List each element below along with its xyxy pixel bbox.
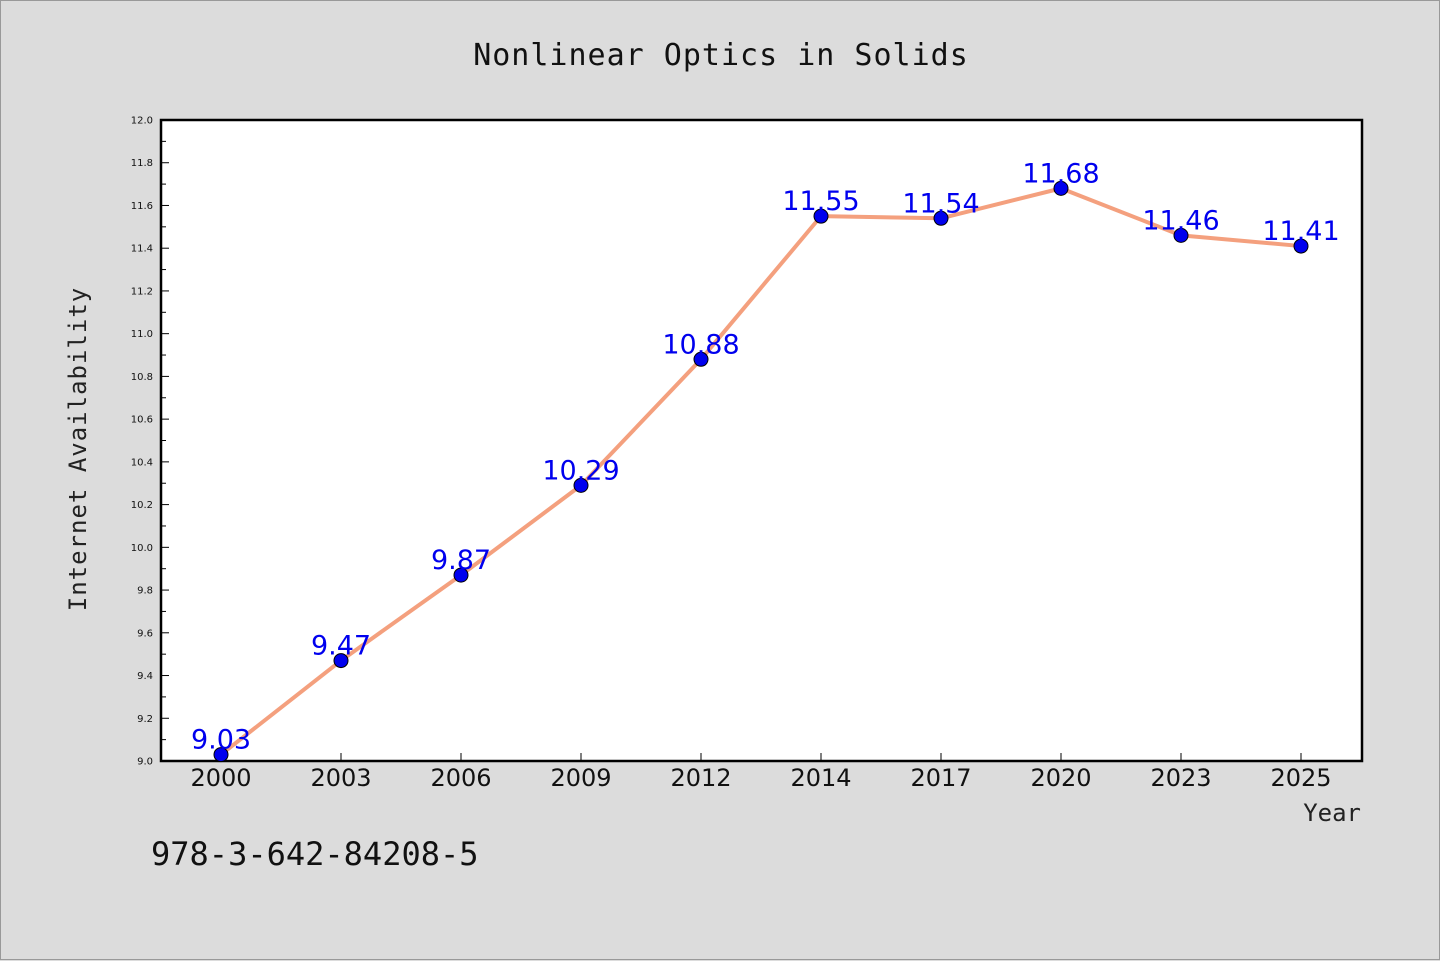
x-tick-label: 2003 [310, 764, 371, 792]
x-tick-label: 2014 [790, 764, 851, 792]
x-tick-label: 2009 [550, 764, 611, 792]
x-tick-label: 2012 [670, 764, 731, 792]
y-tick-label: 11.8 [131, 158, 153, 169]
data-label: 11.46 [1142, 205, 1219, 236]
series-line-group: 9.03 9.47 9.87 10.29 10.88 11.55 11.54 11.68 11.… [191, 158, 1340, 763]
y-tick-label: 9.8 [137, 586, 153, 597]
data-point-marker [933, 210, 949, 226]
y-tick-label: 11.0 [131, 329, 153, 340]
y-tick-label: 9.6 [137, 628, 153, 639]
data-point-marker [333, 653, 349, 669]
data-label: 9.47 [311, 631, 371, 662]
y-axis-label: Internet Availability [64, 287, 92, 611]
data-label: 9.87 [431, 545, 491, 576]
data-label: 10.88 [662, 329, 739, 360]
x-tick-label: 2000 [190, 764, 251, 792]
data-point-marker [573, 477, 589, 493]
isbn-label: 978-3-642-84208-5 [151, 835, 479, 873]
y-tick-label: 10.4 [131, 457, 153, 468]
data-label: 10.29 [542, 455, 619, 486]
data-point-marker [1173, 227, 1189, 243]
y-tick-label: 11.6 [131, 201, 153, 212]
x-tick-label: 2023 [1150, 764, 1211, 792]
data-point-marker [1053, 180, 1069, 196]
x-axis: 2000 2003 2006 2009 2012 2014 2017 2020 2023 2025 [190, 753, 1332, 792]
y-tick-label: 9.2 [137, 714, 153, 725]
data-label: 11.54 [902, 188, 979, 219]
series-line [219, 186, 1302, 757]
data-point-marker [693, 351, 709, 367]
x-tick-label: 2017 [910, 764, 971, 792]
x-tick-label: 2025 [1270, 764, 1331, 792]
y-tick-label: 10.2 [131, 500, 153, 511]
x-axis-label: Year [1303, 799, 1361, 827]
y-tick-label: 11.4 [131, 244, 153, 255]
data-label: 9.03 [191, 725, 251, 756]
y-tick-label: 10.8 [131, 372, 153, 383]
y-tick-label: 9.0 [137, 757, 153, 768]
y-tick-label: 12.0 [131, 116, 153, 127]
data-label: 11.68 [1022, 158, 1099, 189]
y-tick-label: 10.0 [131, 543, 153, 554]
data-label: 11.41 [1262, 216, 1339, 247]
y-tick-label: 9.4 [137, 671, 153, 682]
x-tick-label: 2006 [430, 764, 491, 792]
y-axis: 9.0 9.2 9.4 9.6 9.8 10.0 10.2 10.4 10.6 10.8 11.0 1… [131, 116, 169, 768]
data-point-marker [1293, 238, 1309, 254]
data-label: 11.55 [782, 186, 859, 217]
data-point-marker [453, 567, 469, 583]
y-tick-label: 11.2 [131, 286, 153, 297]
chart-title: Nonlinear Optics in Solids [473, 38, 969, 73]
y-tick-label: 10.6 [131, 415, 153, 426]
data-point-marker [213, 747, 229, 763]
x-tick-label: 2020 [1030, 764, 1091, 792]
data-point-marker [813, 208, 829, 224]
